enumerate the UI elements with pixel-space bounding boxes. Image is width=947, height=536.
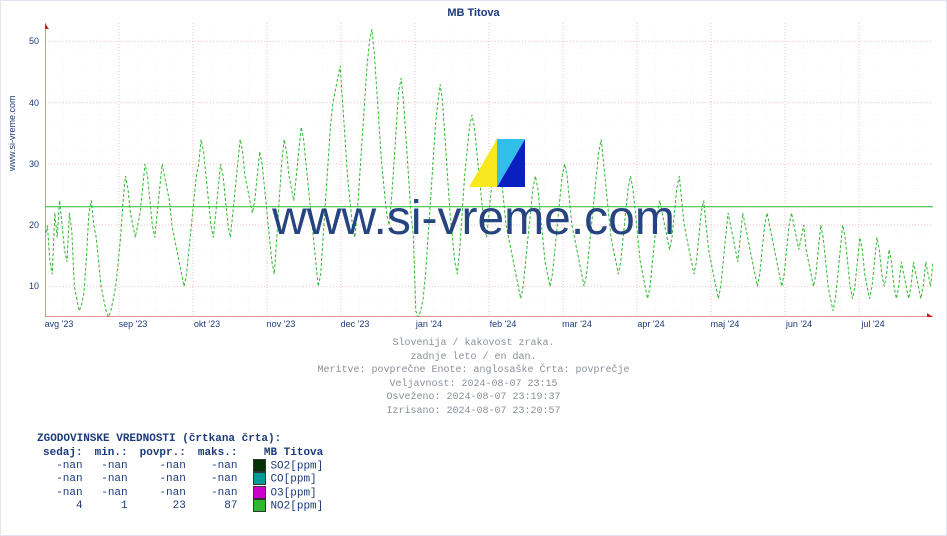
- series-swatch-icon: [253, 472, 266, 485]
- col-max: maks.:: [192, 447, 244, 459]
- x-axis-labels: avg '23 sep '23 okt '23 nov '23 dec '23 jan '…: [45, 319, 933, 333]
- series-label: SO2[ppm]: [270, 460, 323, 472]
- y-axis-labels: 10 20 30 40 50: [1, 23, 41, 317]
- meta-line: Veljavnost: 2024-08-07 23:15: [1, 378, 946, 392]
- meta-line: Meritve: povprečne Enote: anglosaške Črt…: [1, 364, 946, 378]
- chart-frame: www.si-vreme.com MB Titova 1020304050 av…: [0, 0, 947, 536]
- x-tick-label: avg '23: [45, 319, 74, 329]
- cell-min: 1: [89, 499, 134, 512]
- table-header-row: sedaj: min.: povpr.: maks.: MB Titova: [37, 447, 329, 459]
- cell-avg: -nan: [134, 459, 192, 472]
- x-tick-label: sep '23: [119, 319, 148, 329]
- y-tick-label: 50: [29, 36, 39, 46]
- x-tick-label: jun '24: [786, 319, 812, 329]
- col-now: sedaj:: [37, 447, 89, 459]
- cell-now: -nan: [37, 486, 89, 499]
- table-row: -nan-nan-nan-nanCO[ppm]: [37, 472, 329, 485]
- cell-min: -nan: [89, 472, 134, 485]
- series-label: O3[ppm]: [270, 487, 316, 499]
- meta-line: zadnje leto / en dan.: [1, 351, 946, 365]
- col-min: min.:: [89, 447, 134, 459]
- meta-line: Osveženo: 2024-08-07 23:19:37: [1, 391, 946, 405]
- series-label: NO2[ppm]: [270, 501, 323, 513]
- col-avg: povpr.:: [134, 447, 192, 459]
- cell-now: -nan: [37, 459, 89, 472]
- table-row: -nan-nan-nan-nanO3[ppm]: [37, 486, 329, 499]
- x-tick-label: okt '23: [194, 319, 220, 329]
- x-tick-label: feb '24: [490, 319, 517, 329]
- series-swatch-icon: [253, 499, 266, 512]
- history-table-title: ZGODOVINSKE VREDNOSTI (črtkana črta):: [37, 433, 329, 445]
- col-station: MB Titova: [243, 447, 329, 459]
- cell-max: -nan: [192, 459, 244, 472]
- x-tick-label: maj '24: [711, 319, 740, 329]
- meta-line: Izrisano: 2024-08-07 23:20:57: [1, 405, 946, 419]
- cell-avg: -nan: [134, 486, 192, 499]
- cell-series: NO2[ppm]: [243, 499, 329, 512]
- meta-line: Slovenija / kakovost zraka.: [1, 337, 946, 351]
- y-tick-label: 40: [29, 98, 39, 108]
- chart-metadata: Slovenija / kakovost zraka. zadnje leto …: [1, 337, 946, 418]
- cell-min: -nan: [89, 486, 134, 499]
- cell-max: 87: [192, 499, 244, 512]
- x-tick-label: jul '24: [861, 319, 884, 329]
- chart-title: MB Titova: [1, 7, 946, 19]
- cell-now: -nan: [37, 472, 89, 485]
- cell-min: -nan: [89, 459, 134, 472]
- series-swatch-icon: [253, 486, 266, 499]
- x-tick-label: mar '24: [562, 319, 592, 329]
- cell-max: -nan: [192, 472, 244, 485]
- cell-now: 4: [37, 499, 89, 512]
- x-tick-label: apr '24: [637, 319, 664, 329]
- cell-series: O3[ppm]: [243, 486, 329, 499]
- x-tick-label: nov '23: [267, 319, 296, 329]
- x-tick-label: jan '24: [416, 319, 442, 329]
- cell-series: SO2[ppm]: [243, 459, 329, 472]
- cell-avg: -nan: [134, 472, 192, 485]
- series-label: CO[ppm]: [270, 474, 316, 486]
- cell-series: CO[ppm]: [243, 472, 329, 485]
- x-tick-label: dec '23: [341, 319, 370, 329]
- chart-plot-area: [45, 23, 933, 317]
- cell-max: -nan: [192, 486, 244, 499]
- y-tick-label: 20: [29, 220, 39, 230]
- history-table: ZGODOVINSKE VREDNOSTI (črtkana črta): se…: [37, 433, 329, 513]
- series-swatch-icon: [253, 459, 266, 472]
- y-tick-label: 30: [29, 159, 39, 169]
- cell-avg: 23: [134, 499, 192, 512]
- table-row: -nan-nan-nan-nanSO2[ppm]: [37, 459, 329, 472]
- table-row: 412387 NO2[ppm]: [37, 499, 329, 512]
- y-tick-label: 10: [29, 281, 39, 291]
